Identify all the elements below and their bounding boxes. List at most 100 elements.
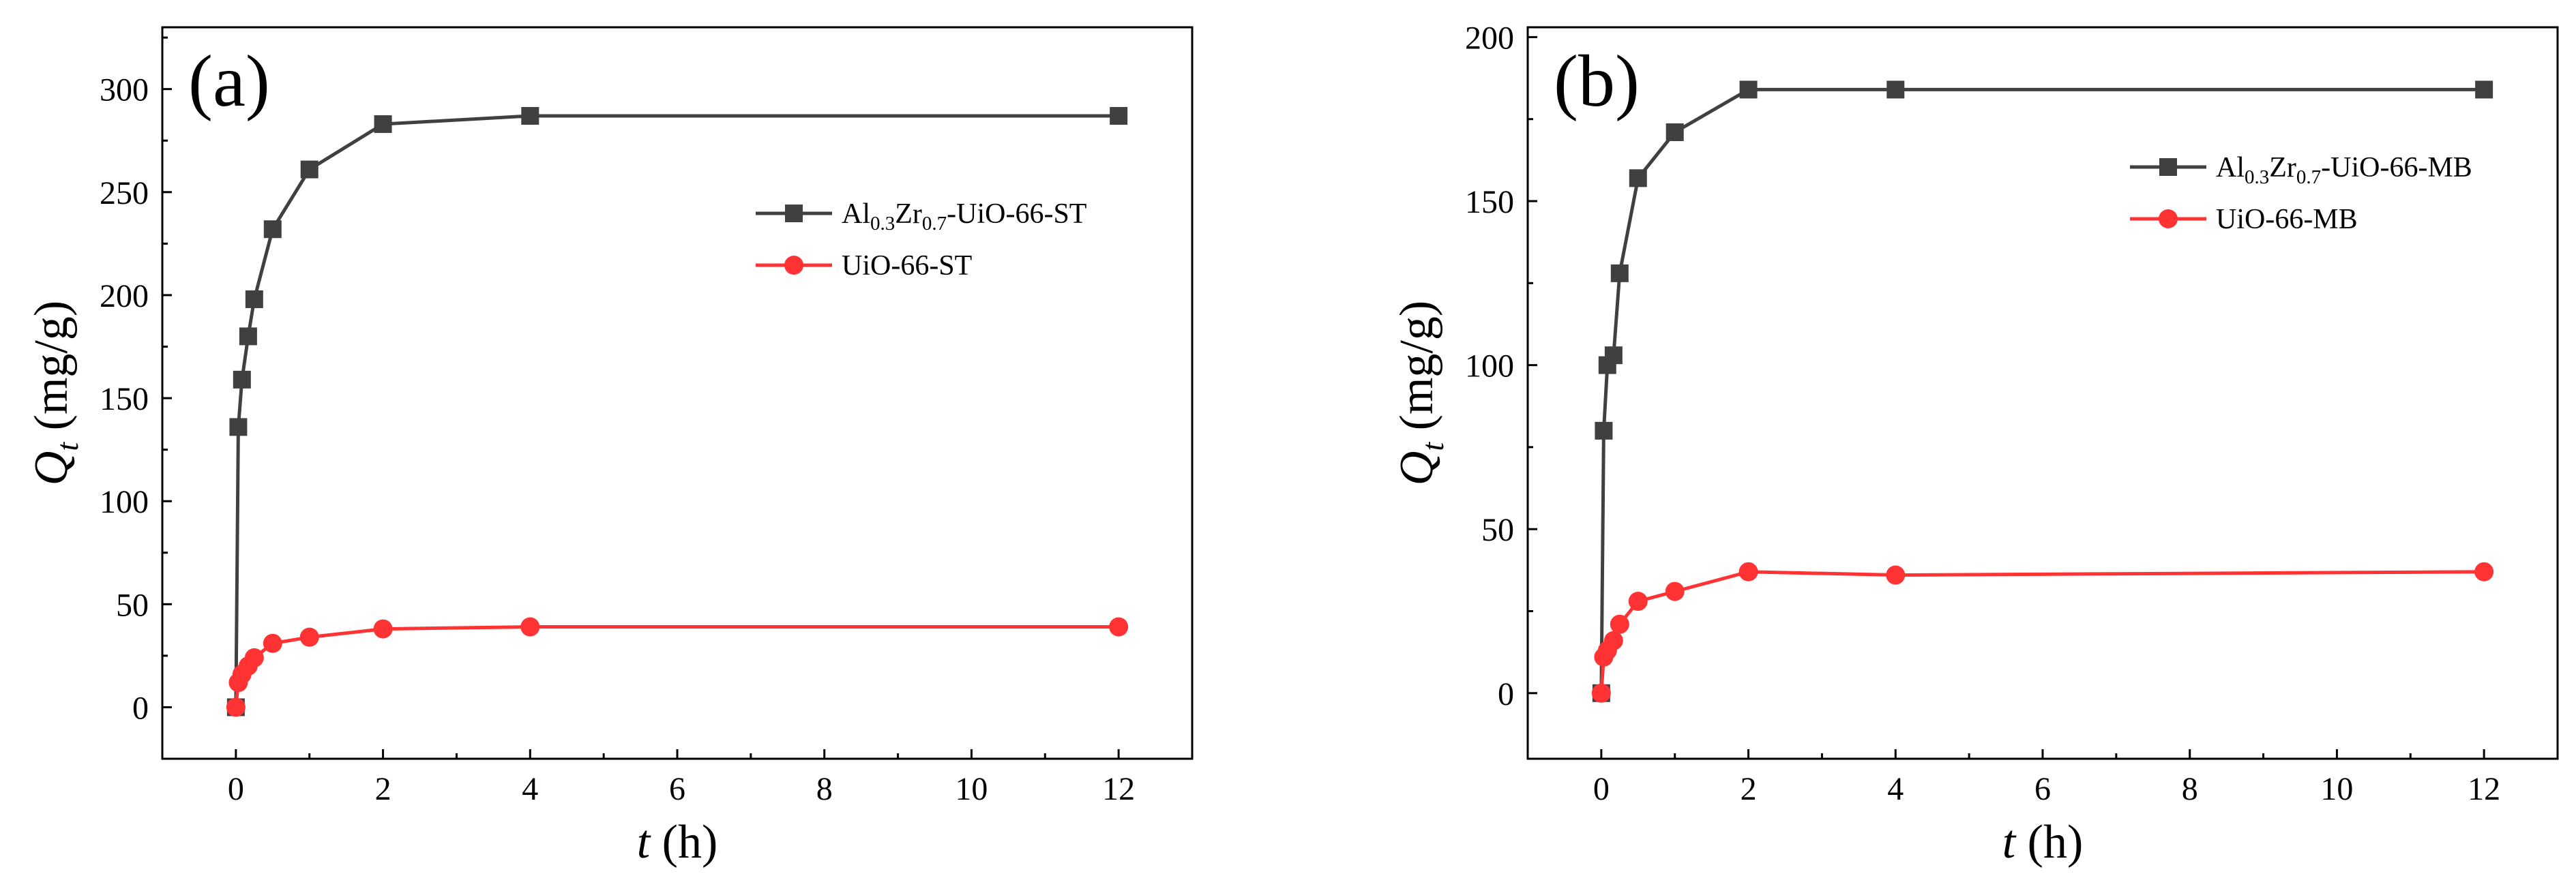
x-tick-label: 8: [2182, 771, 2198, 807]
data-point-square: [233, 370, 251, 389]
data-point-square: [229, 418, 248, 436]
y-tick-label: 250: [100, 175, 149, 211]
legend-label-part: -UiO-66-MB: [2321, 152, 2472, 183]
data-point-circle: [520, 617, 540, 637]
legend-label-part: 0.7: [922, 213, 947, 235]
legend-label-part: Al: [842, 198, 870, 230]
series-1: [1591, 562, 2494, 703]
panel-b: 0 2 4 6 8 10 12 0 50 100 150 200 t (h) Qt (mg/g) (b) Al…: [1391, 20, 2559, 869]
legend-marker-circle: [784, 256, 803, 275]
x-tick-label: 6: [669, 771, 685, 807]
legend-label-part: Zr: [895, 198, 922, 230]
legend-label: Al0.3Zr0.7-UiO-66-MB: [2216, 152, 2472, 188]
data-point-circle: [1738, 562, 1758, 582]
series-line: [1599, 570, 2485, 693]
x-tick-label: 10: [955, 771, 988, 807]
y-axis-title: Qt (mg/g): [25, 301, 85, 485]
y-tick-label: 100: [100, 484, 149, 520]
y-axis-subscript: t: [50, 442, 85, 451]
data-point-square: [263, 220, 282, 239]
data-point-circle: [1665, 582, 1685, 601]
y-tick-label: 50: [116, 587, 149, 623]
data-point-circle: [1603, 631, 1623, 650]
legend-label: Al0.3Zr0.7-UiO-66-ST: [842, 198, 1086, 235]
data-point-square: [374, 115, 392, 134]
x-tick-label: 4: [1887, 771, 1904, 807]
data-point-circle: [2474, 562, 2494, 582]
data-point-square: [1665, 123, 1684, 141]
data-point-square: [1110, 106, 1128, 125]
y-tick-label: 0: [132, 690, 149, 726]
data-point-square: [521, 106, 539, 125]
y-tick-label: 150: [100, 381, 149, 417]
data-point-circle: [1628, 592, 1648, 611]
x-tick-label: 8: [816, 771, 833, 807]
y-axis-subscript: t: [1415, 442, 1450, 451]
data-point-circle: [299, 627, 319, 647]
panel-a: 0 2 4 6 8 10 12 0 50 100 150 200 250 300 t (h) Qt (mg/g…: [25, 26, 1194, 869]
y-tick-label: 0: [1498, 676, 1514, 712]
x-axis-variable: t: [637, 816, 651, 869]
legend-label-part: 0.3: [2245, 166, 2269, 188]
x-tick-label: 2: [1741, 771, 1757, 807]
data-point-square: [245, 290, 263, 308]
x-axis-title: t (h): [2002, 816, 2084, 869]
y-tick-label: 150: [1465, 184, 1514, 220]
legend-label-part: 0.7: [2296, 166, 2321, 188]
x-tick-label: 12: [1102, 771, 1135, 807]
legend-marker-circle: [2159, 209, 2178, 228]
data-point-circle: [373, 619, 393, 639]
data-point-square: [1610, 264, 1629, 282]
y-tick-label: 300: [100, 72, 149, 108]
legend-label-part: -UiO-66-ST: [947, 198, 1086, 230]
y-tick-label: 200: [1465, 20, 1514, 56]
data-point-square: [1886, 80, 1905, 99]
legend-label: UiO-66-ST: [842, 250, 972, 282]
x-axis-variable: t: [2002, 816, 2017, 869]
legend-label-part: UiO-66-MB: [2216, 204, 2358, 235]
y-axis-variable: Q: [25, 451, 78, 486]
legend-label: UiO-66-MB: [2216, 204, 2358, 235]
data-point-circle: [226, 697, 246, 717]
plot-frame: [161, 26, 1194, 760]
x-axis-title: t (h): [637, 816, 718, 869]
y-axis-unit: (mg/g): [25, 301, 78, 442]
legend-label-part: 0.3: [870, 213, 895, 235]
data-point-square: [300, 160, 319, 179]
y-tick-label: 50: [1481, 512, 1514, 548]
x-tick-label: 10: [2320, 771, 2353, 807]
x-tick-label: 0: [228, 771, 244, 807]
data-point-square: [239, 327, 257, 346]
x-tick-label: 2: [375, 771, 391, 807]
data-point-circle: [1610, 614, 1629, 634]
legend-marker-square: [785, 205, 803, 222]
panel-label: (a): [188, 41, 270, 122]
x-tick-label: 12: [2468, 771, 2500, 807]
series-line: [234, 114, 1119, 708]
x-tick-label: 6: [2034, 771, 2051, 807]
data-point-square: [1629, 169, 1647, 187]
y-tick-label: 100: [1465, 348, 1514, 384]
data-point-circle: [1591, 683, 1611, 703]
panel-label: (b): [1554, 41, 1640, 122]
x-axis-unit: (h): [650, 816, 717, 869]
y-axis-unit: (mg/g): [1391, 301, 1443, 442]
data-point-square: [1604, 346, 1623, 365]
series-line: [1599, 87, 2485, 693]
x-tick-label: 4: [522, 771, 538, 807]
data-point-square: [1595, 421, 1613, 440]
data-point-circle: [244, 648, 264, 667]
series-line: [234, 625, 1119, 708]
x-tick-label: 0: [1593, 771, 1610, 807]
data-point-square: [2475, 80, 2493, 99]
data-point-circle: [1109, 617, 1129, 637]
legend-label-part: Al: [2216, 152, 2245, 183]
y-tick-label: 200: [100, 278, 149, 314]
data-point-square: [1739, 80, 1758, 99]
legend-label-part: Zr: [2269, 152, 2296, 183]
legend-marker-square: [2159, 158, 2177, 176]
series-1: [226, 617, 1129, 717]
legend-label-part: UiO-66-ST: [842, 250, 972, 282]
y-axis-title: Qt (mg/g): [1391, 301, 1450, 485]
